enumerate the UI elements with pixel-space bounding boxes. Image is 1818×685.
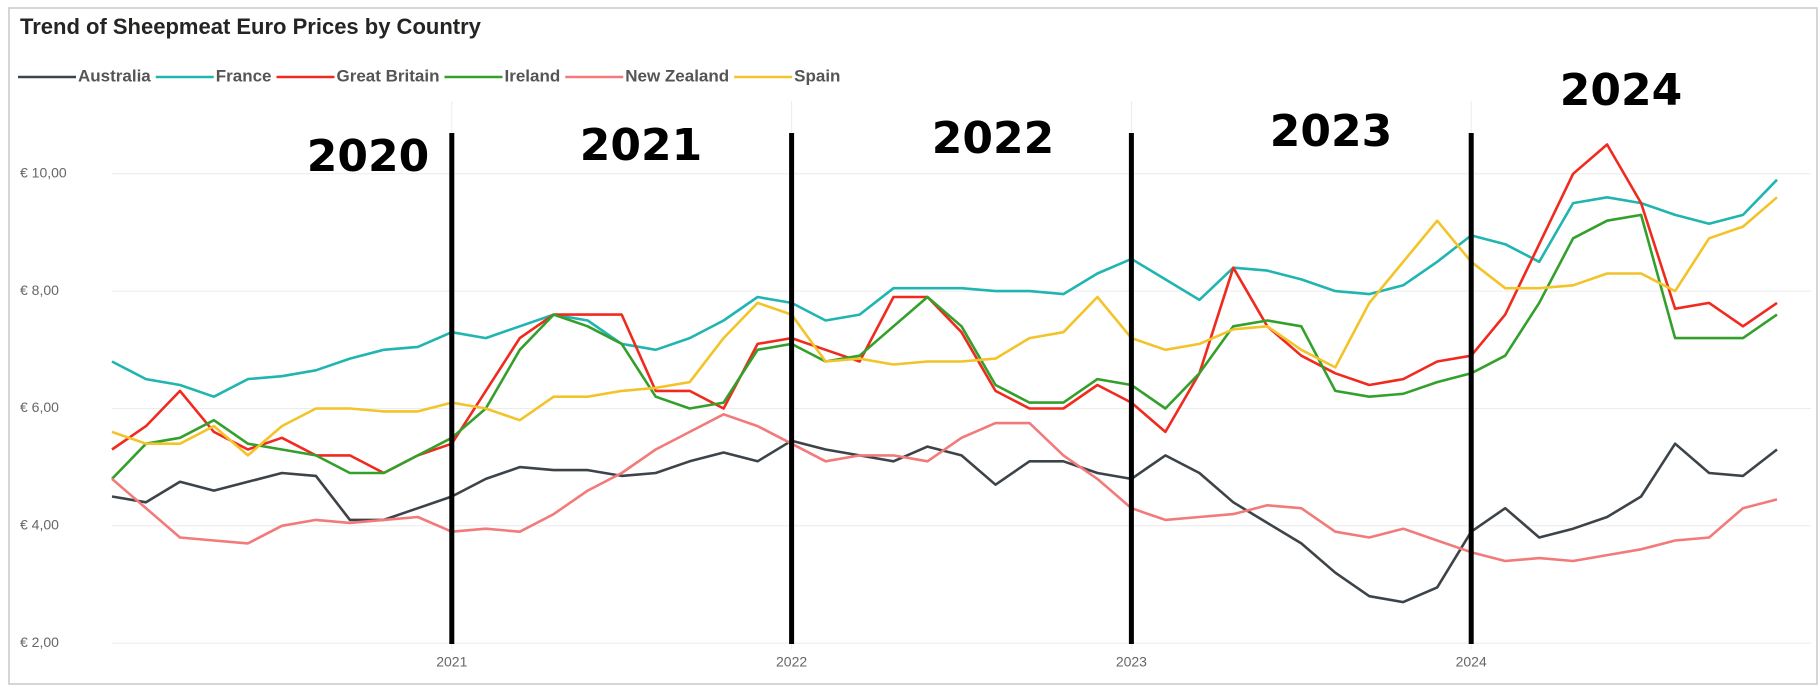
y-tick-label: € 10,00 (20, 165, 67, 181)
legend-label: France (216, 66, 272, 85)
legend-label: Spain (794, 66, 840, 85)
y-tick-label: € 4,00 (20, 517, 59, 533)
year-label: 2020 (307, 131, 429, 182)
chart-title: Trend of Sheepmeat Euro Prices by Countr… (20, 14, 482, 39)
year-label: 2022 (932, 113, 1054, 164)
y-tick-label: € 2,00 (20, 634, 59, 650)
series-line (111, 213, 1778, 480)
x-tick-label: 2022 (776, 654, 807, 670)
legend-label: Australia (78, 66, 151, 85)
year-label: 2021 (580, 120, 702, 171)
series-line (111, 196, 1778, 457)
x-tick-label: 2023 (1116, 654, 1147, 670)
x-tick-label: 2021 (436, 654, 467, 670)
frame (8, 7, 1818, 685)
series-line (111, 178, 1778, 398)
x-tick-label: 2024 (1456, 654, 1487, 670)
year-label: 2024 (1560, 65, 1682, 116)
y-tick-label: € 6,00 (20, 399, 59, 415)
legend-label: Great Britain (337, 66, 440, 85)
series-line (111, 143, 1778, 475)
legend-label: New Zealand (625, 66, 729, 85)
y-tick-label: € 8,00 (20, 282, 59, 298)
series-line (111, 413, 1778, 563)
year-label: 2023 (1270, 106, 1392, 157)
legend-label: Ireland (504, 66, 560, 85)
